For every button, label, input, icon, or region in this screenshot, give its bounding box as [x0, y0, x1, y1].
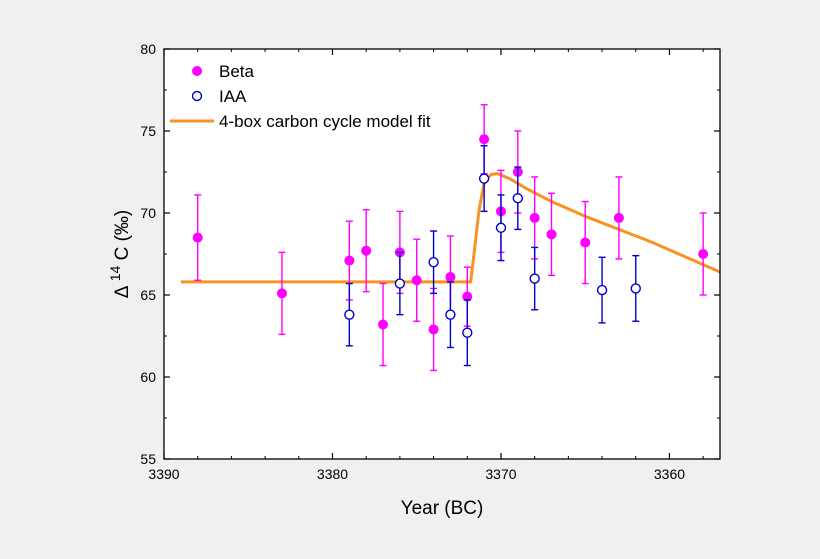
model-fit-line: [180, 172, 721, 284]
beta-point: [445, 271, 456, 282]
iaa-point: [445, 309, 456, 320]
beta-point: [698, 249, 709, 259]
beta-point: [411, 275, 422, 286]
legend-marker-beta: [192, 66, 202, 76]
x-tick-label: 3390: [148, 466, 179, 482]
beta-point: [276, 288, 287, 299]
iaa-point: [495, 222, 507, 233]
y-tick-label: 60: [140, 369, 156, 385]
beta-point: [613, 212, 624, 223]
beta-point: [546, 229, 557, 240]
beta-point: [529, 212, 540, 223]
iaa-point: [512, 193, 524, 204]
legend-marker-iaa: [191, 90, 203, 102]
y-axis-title-main: C (‰): [112, 210, 133, 261]
y-tick-label: 80: [140, 41, 156, 57]
iaa-point: [394, 278, 406, 289]
iaa-point: [529, 273, 540, 284]
beta-point: [462, 291, 473, 302]
legend: Beta IAA 4-box carbon cycle model fit: [170, 62, 431, 131]
iaa-point: [428, 257, 439, 268]
x-tick-label: 3360: [654, 466, 685, 482]
y-axis-title-prefix: Δ: [112, 285, 133, 298]
y-tick-label: 65: [140, 287, 156, 303]
x-axis-title: Year (BC): [401, 498, 484, 519]
beta-point: [580, 237, 591, 248]
x-tick-label: 3370: [485, 466, 516, 482]
legend-label-beta: Beta: [219, 62, 255, 81]
iaa-point: [478, 173, 490, 184]
iaa-point: [462, 327, 473, 338]
y-tick-label: 55: [140, 451, 156, 467]
beta-point: [192, 232, 203, 243]
data-marks: [180, 104, 721, 372]
beta-point: [479, 134, 490, 145]
y-tick-label: 70: [140, 205, 156, 221]
y-axis-title: Δ 14 C (‰): [104, 210, 133, 298]
iaa-point: [596, 284, 608, 296]
y-tick-label: 75: [140, 123, 156, 139]
x-tick-label: 3380: [317, 466, 348, 482]
plot-frame: [163, 48, 721, 460]
beta-point: [344, 255, 355, 266]
beta-point: [361, 245, 372, 256]
y-axis-title-superscript: 14: [107, 266, 123, 282]
beta-point: [428, 324, 439, 335]
iaa-point: [344, 309, 355, 320]
plot-area: [164, 49, 720, 459]
iaa-point: [630, 283, 641, 294]
legend-label-model: 4-box carbon cycle model fit: [219, 112, 431, 131]
beta-point: [378, 319, 389, 330]
legend-label-iaa: IAA: [219, 87, 247, 106]
